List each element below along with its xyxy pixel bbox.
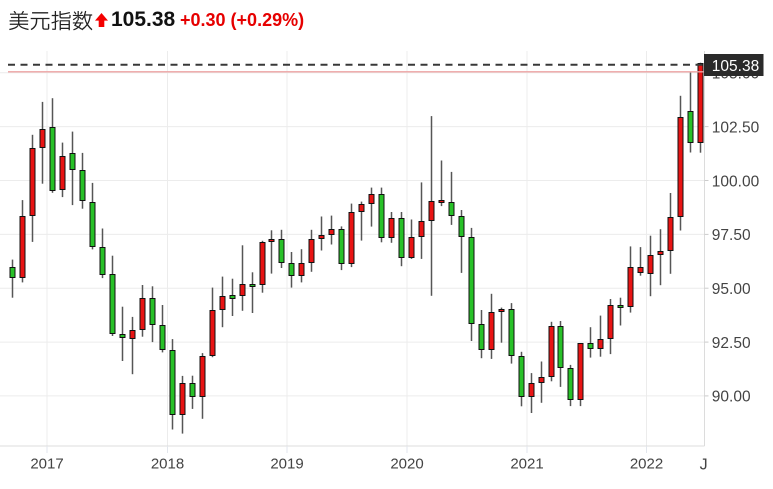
svg-text:90.00: 90.00 <box>712 389 751 406</box>
svg-text:J: J <box>700 456 708 473</box>
svg-text:100.00: 100.00 <box>712 173 760 190</box>
svg-text:92.50: 92.50 <box>712 335 751 352</box>
svg-text:2019: 2019 <box>270 456 303 473</box>
svg-text:2018: 2018 <box>151 456 184 473</box>
svg-text:2021: 2021 <box>510 456 543 473</box>
svg-text:102.50: 102.50 <box>712 119 760 136</box>
svg-text:2020: 2020 <box>390 456 423 473</box>
svg-text:97.50: 97.50 <box>712 227 751 244</box>
svg-text:2017: 2017 <box>30 456 63 473</box>
svg-text:2022: 2022 <box>630 456 663 473</box>
svg-text:105.38: 105.38 <box>712 58 759 75</box>
svg-text:95.00: 95.00 <box>712 281 751 298</box>
